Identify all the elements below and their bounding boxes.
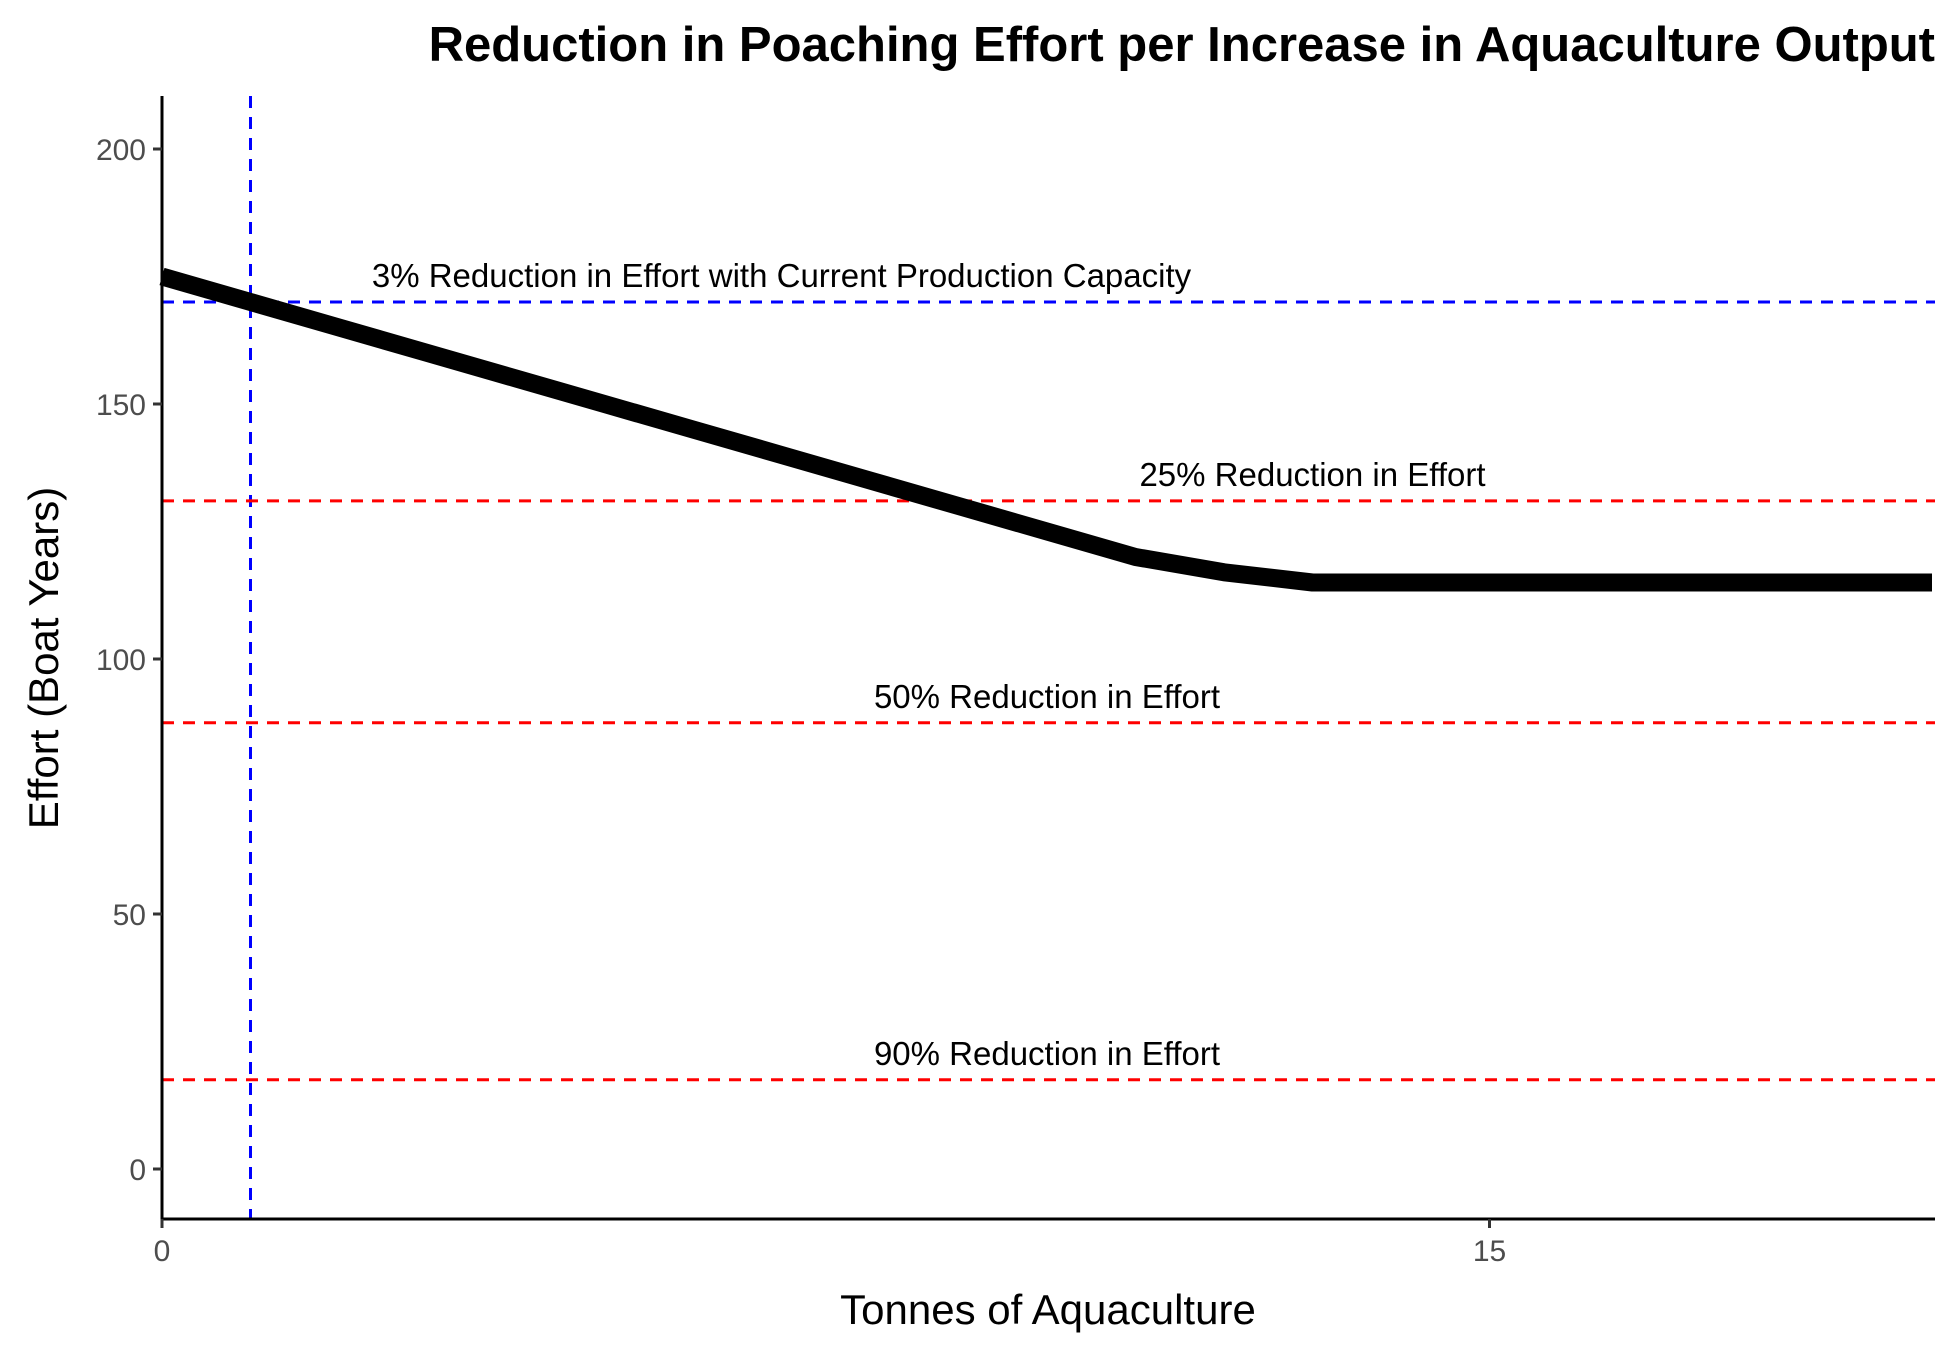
reference-label-1: 3% Reduction in Effort with Current Prod… — [372, 257, 1192, 294]
reference-label-4: 90% Reduction in Effort — [874, 1035, 1220, 1072]
y-axis-ticks: 0 50 100 150 200 — [96, 134, 162, 1187]
y-tick-label: 50 — [113, 899, 146, 932]
y-tick-label: 100 — [96, 644, 146, 677]
x-axis-ticks: 0 15 — [154, 1219, 1506, 1268]
y-tick-label: 200 — [96, 134, 146, 167]
x-tick-label: 0 — [154, 1235, 171, 1268]
reference-label-2: 25% Reduction in Effort — [1139, 456, 1485, 493]
reference-lines — [162, 96, 1935, 1219]
y-axis-title: Effort (Boat Years) — [20, 487, 67, 829]
x-axis-title: Tonnes of Aquaculture — [840, 1286, 1256, 1333]
reference-label-3: 50% Reduction in Effort — [874, 678, 1220, 715]
y-tick-label: 0 — [129, 1154, 146, 1187]
x-tick-label: 15 — [1473, 1235, 1506, 1268]
plot-area: 3% Reduction in Effort with Current Prod… — [159, 96, 1935, 1219]
chart-title: Reduction in Poaching Effort per Increas… — [429, 18, 1935, 72]
series-line — [159, 267, 1932, 592]
y-tick-label: 150 — [96, 389, 146, 422]
reference-labels: 3% Reduction in Effort with Current Prod… — [372, 257, 1486, 1072]
